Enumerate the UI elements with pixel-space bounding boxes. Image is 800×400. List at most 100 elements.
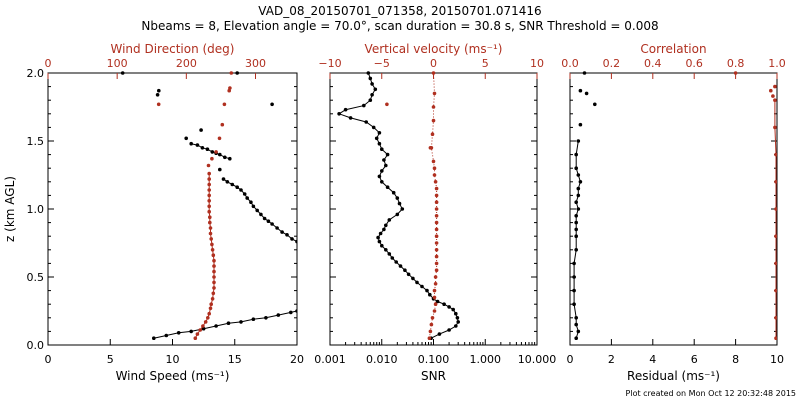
wind-series-2-point <box>205 147 210 151</box>
residual-series-0-point <box>574 214 578 218</box>
wind-series-5-point <box>206 163 211 168</box>
residual-series-0-point <box>574 336 578 341</box>
bottom-tick-label: 1.000 <box>470 353 502 366</box>
residual-series-0-point <box>572 261 576 266</box>
ytick-label: 1.5 <box>27 135 45 148</box>
wind-series-0-point <box>189 329 193 334</box>
wind-series-4-point <box>212 269 216 274</box>
residual-series-0-point <box>574 200 578 204</box>
vertical-series-0-point <box>371 125 376 130</box>
residual-series-2-point <box>774 234 777 238</box>
top-tick-label: 0.6 <box>685 57 703 70</box>
wind-series-1-point <box>249 200 253 204</box>
wind-series-1-point <box>275 226 279 230</box>
vertical-series-0-point <box>384 223 388 228</box>
vertical-series-0-point <box>435 299 440 304</box>
vertical-series-1-point <box>431 71 436 75</box>
vertical-series-1-point <box>430 316 435 320</box>
wind-series-4-point <box>211 291 216 296</box>
vertical-series-0-point <box>415 280 419 285</box>
wind-series-5-point <box>227 88 231 93</box>
bottom-tick-label: 6 <box>691 353 698 366</box>
residual-series-0-point <box>576 139 581 143</box>
top-axis-label: Wind Direction (deg) <box>111 42 235 56</box>
vertical-series-1-point <box>434 268 439 273</box>
wind-series-4-point <box>203 320 208 324</box>
wind-series-1-point <box>251 204 256 209</box>
residual-series-0-point <box>576 186 581 191</box>
wind-series-4-line <box>194 173 215 339</box>
wind-series-4-point <box>210 297 215 301</box>
wind-series-1-point <box>262 216 267 221</box>
vertical-series-0-point <box>377 239 382 244</box>
vertical-series-0-point <box>390 256 395 260</box>
wind-series-1-point <box>235 185 239 189</box>
wind-series-4-point <box>208 215 212 219</box>
residual-series-2-point <box>774 152 777 157</box>
wind-series-4-point <box>212 264 216 268</box>
top-tick-label: 300 <box>245 57 266 70</box>
wind-series-1-point <box>225 180 230 184</box>
wind-series-3-point <box>218 167 222 172</box>
wind-series-1-line <box>223 178 297 243</box>
wind-series-3-point <box>199 128 203 132</box>
wind-series-0-point <box>276 313 281 317</box>
residual-series-0-point <box>574 248 578 252</box>
panel-residual: 0 2 4 6 8 10 Residual (ms⁻¹) 0.0 0.2 0.4 0.6 0.8 1.0… <box>561 42 786 383</box>
vertical-series-1-point <box>432 166 437 170</box>
top-tick-label: 0.0 <box>561 57 579 70</box>
vertical-series-0-point <box>380 243 384 248</box>
vertical-series-1-point <box>434 234 439 238</box>
wind-series-5-point <box>228 86 232 90</box>
residual-series-2-point <box>773 125 777 130</box>
wind-series-4-point <box>207 311 211 316</box>
vertical-series-0-point <box>343 107 348 112</box>
residual-series-0-point <box>576 173 581 177</box>
vertical-series-1-point <box>434 254 439 259</box>
wind-series-5-point <box>222 102 227 107</box>
vertical-series-0-point <box>395 196 400 200</box>
wind-series-0-point <box>152 336 156 341</box>
vertical-series-1-point <box>431 118 436 123</box>
vertical-series-1-point <box>433 180 438 184</box>
top-tick-label: 0.4 <box>644 57 662 70</box>
wind-series-4-point <box>207 171 211 176</box>
vertical-series-1-point <box>434 220 439 225</box>
vertical-series-0-point <box>454 324 458 328</box>
vertical-series-0-point <box>398 264 403 268</box>
vertical-series-0-point <box>366 71 371 75</box>
wind-series-1-point <box>290 237 294 241</box>
vertical-series-0-line <box>337 72 459 339</box>
residual-series-0-point <box>574 316 578 320</box>
vertical-series-2-point <box>428 146 433 150</box>
vertical-series-1-point <box>427 336 432 341</box>
residual-series-group <box>572 71 777 341</box>
wind-series-4-point <box>212 258 216 263</box>
vertical-series-0-point <box>447 328 451 332</box>
residual-series-0-point <box>574 227 578 232</box>
residual-series-1-point <box>582 71 587 75</box>
bottom-tick-label: 0 <box>45 353 52 366</box>
wind-series-4-point <box>207 199 211 203</box>
vertical-series-0-point <box>384 248 388 252</box>
wind-series-4-point <box>212 286 216 290</box>
vertical-series-0-point <box>425 288 429 293</box>
bottom-tick-label: 10.000 <box>518 353 557 366</box>
vertical-series-0-point <box>380 147 384 151</box>
vertical-series-1-point <box>432 91 437 96</box>
wind-series-0-point <box>239 320 243 324</box>
bottom-tick-label: 2 <box>608 353 615 366</box>
residual-series-0-point <box>576 207 581 211</box>
vertical-series-0-point <box>406 272 411 277</box>
vertical-series-2-point <box>385 102 389 107</box>
residual-series-0-point <box>574 234 578 238</box>
vertical-series-0-point <box>384 163 388 168</box>
residual-series-1-point <box>593 102 597 107</box>
top-tick-label: 200 <box>176 57 197 70</box>
residual-series-0-point <box>572 275 576 279</box>
wind-series-4-point <box>211 253 216 257</box>
residual-series-3-point <box>771 94 775 98</box>
wind-series-3-point <box>120 71 125 75</box>
vertical-series-group <box>337 71 461 341</box>
